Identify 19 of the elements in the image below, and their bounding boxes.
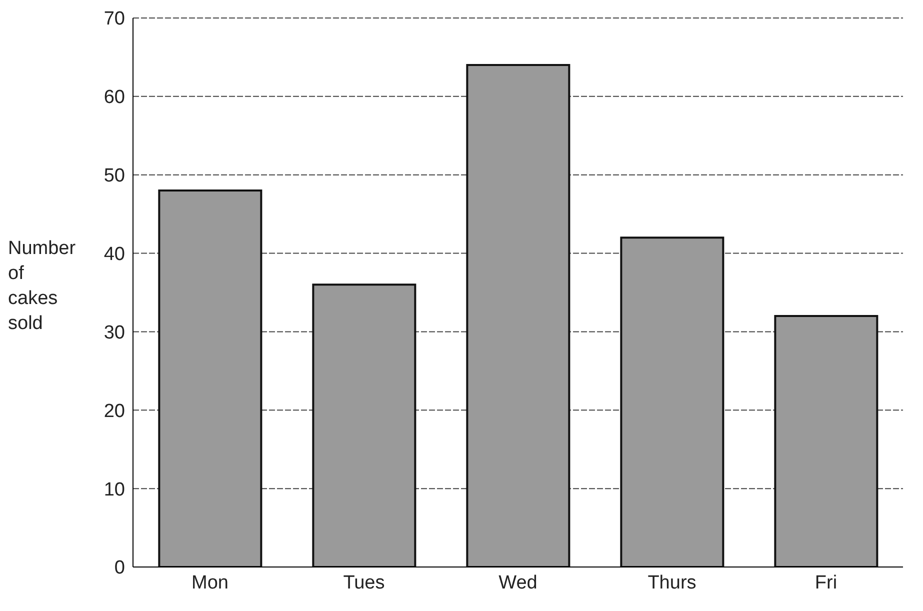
x-tick-label: Wed xyxy=(498,572,538,594)
y-tick-label: 40 xyxy=(104,244,125,266)
bar xyxy=(620,236,724,567)
bar xyxy=(312,284,416,567)
y-tick-label: 50 xyxy=(104,166,125,187)
x-tick-label: Tues xyxy=(343,572,385,594)
y-tick-label: 10 xyxy=(104,479,125,500)
bar xyxy=(774,315,878,567)
x-tick-label: Thurs xyxy=(648,572,696,594)
y-tick-label: 30 xyxy=(104,322,125,344)
y-tick-label: 20 xyxy=(104,400,125,422)
y-axis-title: Number of cakes sold xyxy=(8,237,77,336)
x-tick-label: Mon xyxy=(192,572,228,594)
y-tick-label: 0 xyxy=(114,558,125,579)
y-tick-label: 60 xyxy=(104,87,125,108)
bar xyxy=(158,190,262,567)
x-tick-label: Fri xyxy=(814,572,838,594)
bar xyxy=(466,64,570,567)
y-tick-label: 70 xyxy=(104,8,125,30)
